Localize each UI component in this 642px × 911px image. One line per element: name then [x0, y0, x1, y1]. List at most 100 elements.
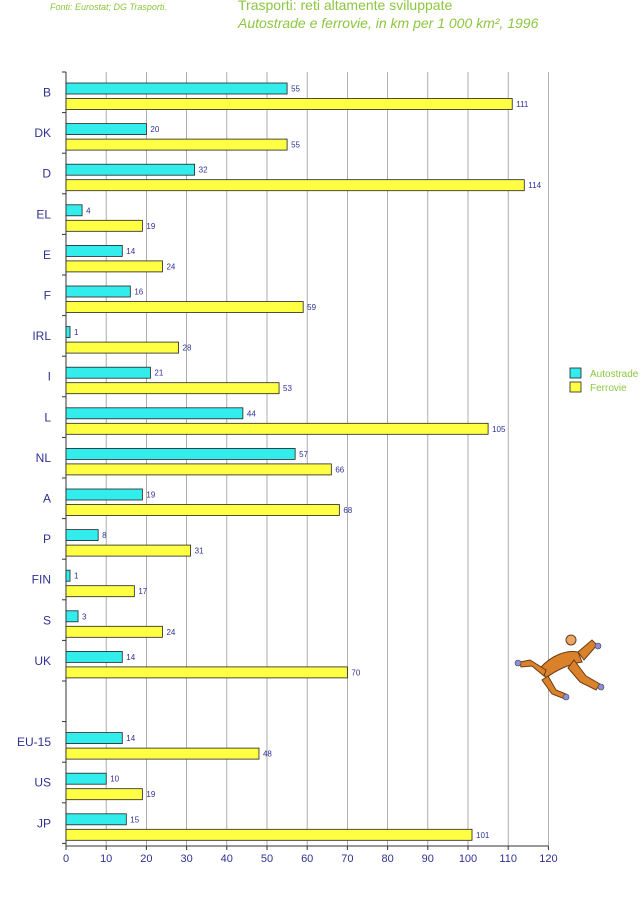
data-label: 20 [150, 125, 159, 134]
bar-autostrade [65, 529, 99, 541]
category-label: P [43, 532, 51, 546]
bar-autostrade [65, 204, 83, 217]
bar-autostrade [65, 163, 196, 176]
bar-autostrade [65, 447, 296, 460]
bar-ferrovie [65, 788, 143, 801]
data-label: 1 [74, 328, 79, 337]
data-label: 114 [528, 181, 541, 190]
category-label: L [44, 410, 51, 424]
bar-ferrovie [65, 747, 260, 760]
x-tick-label: 110 [499, 853, 517, 865]
bar-ferrovie [65, 504, 340, 516]
chart-subtitle: Autostrade e ferrovie, in km per 1 000 k… [238, 15, 539, 31]
data-label: 17 [138, 587, 147, 596]
category-label: FIN [32, 573, 51, 587]
x-tick-label: 20 [140, 853, 152, 865]
category-label: EU-15 [17, 735, 51, 749]
data-label: 14 [126, 247, 135, 256]
data-label: 4 [86, 206, 91, 215]
category-label: B [43, 86, 51, 100]
bar-autostrade [65, 326, 71, 339]
bar-ferrovie [65, 666, 348, 679]
bar-ferrovie [65, 138, 288, 151]
x-tick-label: 0 [63, 853, 69, 865]
data-label: 14 [126, 653, 135, 662]
data-label: 53 [283, 384, 292, 393]
legend-swatch [569, 367, 582, 379]
data-label: 70 [351, 668, 360, 677]
bar-autostrade [65, 407, 244, 420]
data-label: 19 [146, 491, 155, 500]
category-label: IRL [32, 329, 51, 343]
bar-ferrovie [65, 828, 473, 841]
data-label: 31 [195, 547, 204, 556]
data-label: 15 [130, 815, 139, 824]
bar-ferrovie [65, 463, 332, 476]
category-label: D [42, 167, 51, 181]
bar-ferrovie [65, 625, 163, 638]
bar-autostrade [65, 732, 123, 744]
category-label: NL [36, 451, 52, 465]
data-label: 55 [291, 141, 300, 150]
bar-autostrade [65, 772, 107, 785]
legend-label: Autostrade [590, 369, 639, 380]
bar-autostrade [65, 82, 288, 95]
bar-autostrade [65, 569, 71, 582]
data-label: 14 [126, 734, 135, 743]
running-man-illustration [514, 634, 605, 701]
x-tick-label: 70 [341, 853, 353, 865]
bar-ferrovie [65, 219, 143, 232]
bar-autostrade [65, 366, 151, 379]
category-label: DK [34, 126, 51, 140]
category-label: UK [34, 654, 51, 668]
bar-autostrade [65, 123, 147, 135]
bar-ferrovie [65, 98, 513, 110]
chart-source: Fonti: Eurostat; DG Trasporti. [50, 2, 167, 12]
bar-autostrade [65, 651, 123, 663]
bar-ferrovie [65, 382, 280, 395]
x-tick-label: 10 [100, 853, 112, 865]
bar-ferrovie [65, 422, 489, 435]
bar-autostrade [65, 813, 127, 826]
data-label: 105 [492, 425, 506, 434]
x-tick-label: 50 [261, 853, 273, 865]
legend-label: Ferrovie [590, 383, 627, 394]
bar-autostrade [65, 488, 143, 501]
data-label: 3 [82, 612, 87, 621]
data-label: 55 [291, 85, 300, 94]
bar-autostrade [65, 244, 123, 257]
data-label: 1 [74, 572, 79, 581]
data-label: 68 [343, 506, 352, 515]
category-label: US [34, 776, 51, 790]
data-label: 32 [199, 166, 208, 175]
bar-ferrovie [65, 260, 163, 273]
category-label: JP [37, 816, 51, 830]
data-label: 48 [263, 750, 272, 759]
chart-title: Trasporti: reti altamente sviluppate [238, 0, 453, 13]
data-label: 57 [299, 450, 308, 459]
bar-autostrade [65, 285, 131, 298]
x-tick-label: 80 [381, 853, 393, 865]
x-tick-label: 100 [459, 853, 477, 865]
data-label: 19 [146, 790, 155, 799]
data-label: 28 [183, 344, 192, 353]
data-label: 8 [102, 531, 107, 540]
legend-swatch [569, 381, 582, 393]
data-label: 66 [335, 465, 344, 474]
category-label: I [48, 370, 51, 384]
category-label: EL [36, 207, 51, 221]
data-label: 101 [476, 831, 490, 840]
x-tick-label: 120 [539, 853, 557, 865]
bar-autostrade [65, 610, 79, 623]
data-label: 44 [247, 409, 256, 418]
x-tick-label: 40 [221, 853, 233, 865]
bar-ferrovie [65, 341, 179, 354]
data-label: 111 [516, 100, 529, 109]
data-label: 59 [307, 303, 316, 312]
data-label: 10 [110, 775, 119, 784]
bar-ferrovie [65, 301, 304, 313]
bar-ferrovie [65, 544, 192, 557]
x-tick-label: 60 [301, 853, 313, 865]
x-tick-label: 30 [180, 853, 192, 865]
